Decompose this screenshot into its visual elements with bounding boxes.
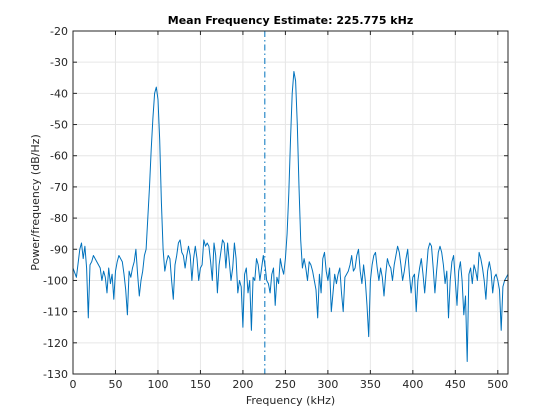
x-axis-label: Frequency (kHz) (246, 394, 335, 407)
y-tick-label: -50 (50, 119, 68, 132)
y-tick-label: -80 (50, 212, 68, 225)
y-tick-label: -70 (50, 181, 68, 194)
y-axis-label: Power/frequency (dB/Hz) (29, 134, 42, 271)
chart-title: Mean Frequency Estimate: 225.775 kHz (168, 14, 413, 27)
x-tick-label: 50 (108, 378, 122, 391)
x-tick-label: 450 (445, 378, 466, 391)
y-ticks: -20 -30 -40 -50 -60 -70 -80 -90 -100 -110 -120 -130 (43, 25, 508, 381)
x-tick-label: 250 (275, 378, 296, 391)
y-tick-label: -130 (43, 368, 68, 381)
spectrum-line (72, 71, 509, 362)
axes-box (72, 30, 509, 375)
axes (72, 30, 509, 375)
x-tick-label: 100 (147, 378, 168, 391)
y-tick-label: -90 (50, 243, 68, 256)
x-tick-label: 300 (317, 378, 338, 391)
x-tick-label: 350 (360, 378, 381, 391)
series-layer (72, 31, 509, 374)
y-tick-label: -110 (43, 306, 68, 319)
y-tick-label: -30 (50, 56, 68, 69)
y-tick-label: -100 (43, 274, 68, 287)
y-tick-label: -60 (50, 150, 68, 163)
y-tick-label: -20 (50, 25, 68, 38)
x-tick-label: 150 (190, 378, 211, 391)
y-tick-label: -40 (50, 87, 68, 100)
x-tick-label: 400 (402, 378, 423, 391)
x-ticks: 0 50 100 150 200 250 300 350 400 450 500 (70, 31, 508, 391)
x-tick-label: 0 (70, 378, 77, 391)
y-tick-label: -120 (43, 337, 68, 350)
x-tick-label: 200 (232, 378, 253, 391)
x-tick-label: 500 (487, 378, 508, 391)
